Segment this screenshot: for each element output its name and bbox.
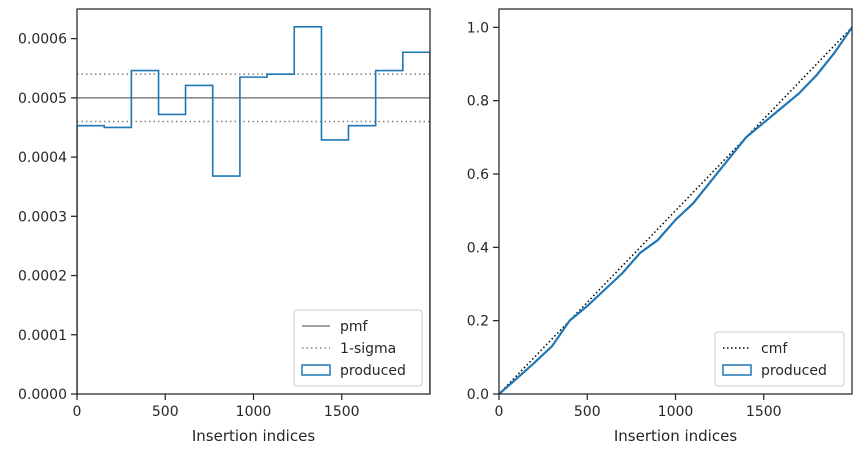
cmf-line (499, 26, 852, 394)
left-y-tick-label: 0.0000 (18, 387, 67, 403)
right-legend: cmf produced (714, 331, 845, 387)
left-x-tick-label: 500 (152, 404, 179, 420)
right-x-tick-label: 1500 (746, 404, 782, 420)
legend-1-sigma-label: 1-sigma (340, 341, 396, 357)
produced-line (499, 26, 852, 394)
left-x-axis-label: Insertion indices (192, 427, 315, 445)
left-y-tick-label: 0.0001 (18, 328, 67, 344)
left-y-tick-label: 0.0003 (18, 209, 67, 225)
produced-histogram (77, 25, 430, 394)
left-x-tick-label: 1000 (236, 404, 272, 420)
legend-produced-label: produced (340, 363, 406, 379)
right-x-tick-label: 500 (574, 404, 601, 420)
left-y-tick-label: 0.0006 (18, 32, 67, 48)
right-y-tick-label: 0.0 (467, 387, 489, 403)
legend-produced-label: produced (761, 363, 827, 379)
left-y-tick-label: 0.0002 (18, 269, 67, 285)
right-chart-panel: 0 500 1000 1500 0.0 0.2 0.4 0.6 0.8 1.0 Insertion … (467, 8, 853, 445)
right-plot-area (499, 26, 852, 394)
right-y-tick-label: 0.6 (467, 167, 489, 183)
left-x-tick-label: 1500 (324, 404, 360, 420)
legend-pmf-label: pmf (340, 319, 369, 335)
left-legend-box (293, 309, 423, 387)
legend-cmf-label: cmf (761, 341, 788, 357)
left-plot-area (77, 25, 430, 394)
left-legend: pmf 1-sigma produced (293, 309, 423, 387)
right-y-tick-label: 0.4 (467, 240, 489, 256)
legend-produced-swatch (722, 364, 752, 376)
left-chart-panel: 0 500 1000 1500 0.0000 0.0001 0.0002 0.0003 0.00… (18, 8, 431, 445)
right-legend-box (714, 331, 845, 387)
right-y-tick-label: 0.2 (467, 314, 489, 330)
right-y-tick-label: 0.8 (467, 94, 489, 110)
right-x-tick-label: 0 (495, 404, 504, 420)
right-x-axis-label: Insertion indices (614, 427, 737, 445)
left-y-tick-label: 0.0005 (18, 91, 67, 107)
right-y-tick-label: 1.0 (467, 20, 489, 36)
right-x-tick-label: 1000 (658, 404, 694, 420)
left-y-tick-label: 0.0004 (18, 150, 67, 166)
left-x-tick-label: 0 (73, 404, 82, 420)
legend-produced-swatch (301, 364, 331, 376)
